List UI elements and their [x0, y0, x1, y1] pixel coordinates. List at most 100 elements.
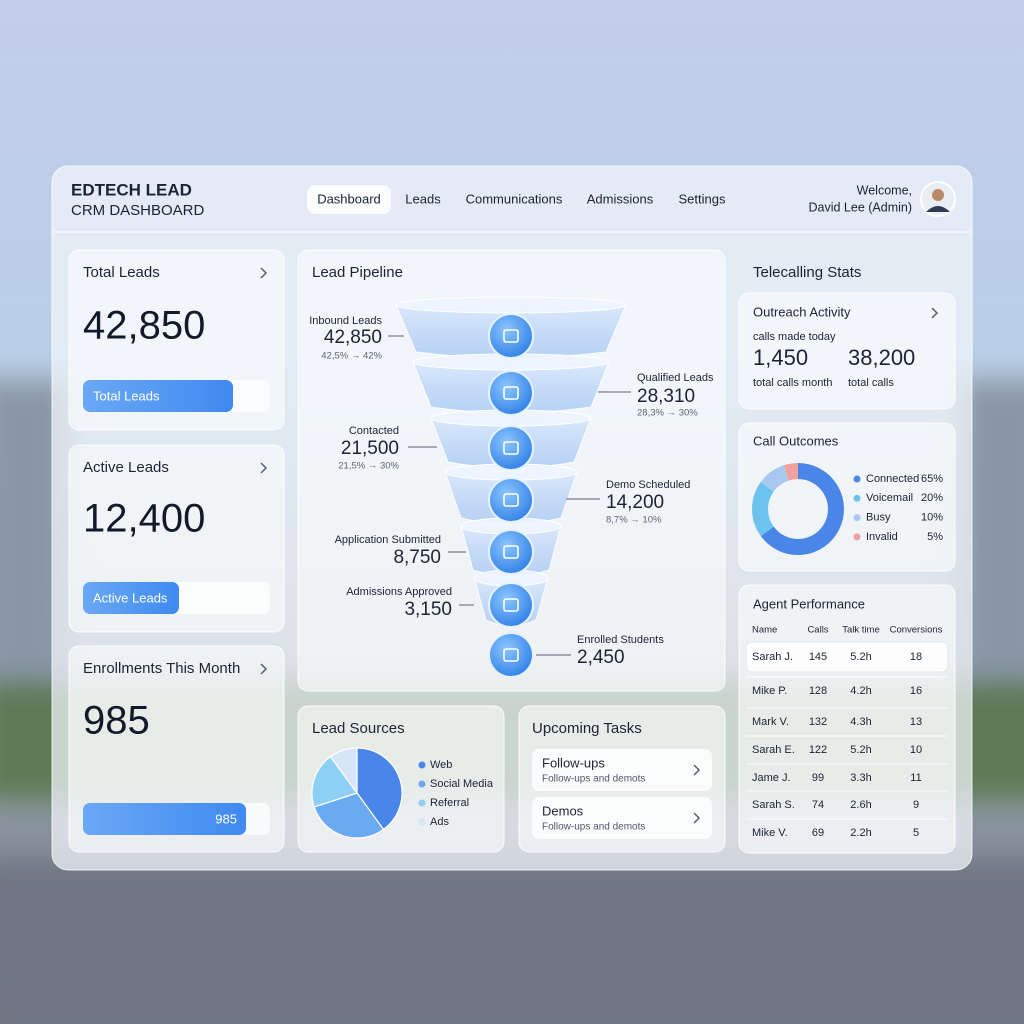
legend-label: Voicemail: [866, 492, 913, 504]
telecalling-title: Telecalling Stats: [753, 264, 861, 281]
table-cell: Sarah S.: [752, 799, 795, 811]
stage-icon: [488, 529, 534, 575]
user-name: David Lee (Admin): [808, 200, 912, 214]
outreach-value: 1,450: [753, 345, 808, 370]
table-header: Talk time: [842, 625, 879, 636]
table-cell: Sarah E.: [752, 744, 795, 756]
outreach-label: total calls: [848, 377, 894, 389]
stage-label: Demo Scheduled: [606, 479, 690, 491]
stage-value: 3,150: [404, 599, 452, 620]
kpi-title: Total Leads: [83, 264, 160, 281]
table-cell: Mark V.: [752, 716, 789, 728]
call-outcomes-title: Call Outcomes: [753, 433, 839, 448]
stage-label: Contacted: [349, 425, 399, 437]
avatar-head: [932, 189, 944, 201]
pie-slice: [311, 755, 358, 808]
progress-label: Active Leads: [93, 590, 168, 605]
nav-item[interactable]: Dashboard: [317, 191, 381, 206]
table-cell: 13: [910, 716, 922, 728]
stage-value: 2,450: [577, 647, 625, 668]
table-cell: 5.2h: [850, 651, 871, 663]
tasks-title: Upcoming Tasks: [532, 720, 642, 737]
stage-label: Qualified Leads: [637, 372, 714, 384]
welcome-text: Welcome,: [857, 183, 912, 197]
table-cell: 9: [913, 799, 919, 811]
legend-value: 65%: [921, 473, 943, 485]
table-cell: 128: [809, 685, 827, 697]
legend-dot: [853, 514, 861, 522]
outreach-label: total calls month: [753, 377, 832, 389]
table-cell: 3.3h: [850, 772, 871, 784]
chevron[interactable]: [693, 812, 701, 824]
stage-rate: 28,3% → 30%: [637, 408, 698, 419]
table-cell: 5.2h: [850, 744, 871, 756]
table-cell: 2.2h: [850, 827, 871, 839]
donut-segment: [760, 463, 844, 555]
stage-label: Application Submitted: [335, 534, 441, 546]
pipeline-title: Lead Pipeline: [312, 264, 403, 281]
legend-value: 20%: [921, 492, 943, 504]
progress-fill: [83, 380, 233, 412]
stage-icon-glyph: [503, 648, 519, 662]
stage-label: Inbound Leads: [309, 315, 382, 327]
progress-label: 985: [215, 811, 237, 826]
table-cell: 18: [910, 651, 922, 663]
stage-value: 28,310: [637, 386, 695, 407]
nav-item[interactable]: Leads: [405, 191, 441, 206]
legend-dot: [418, 799, 426, 807]
stage-value: 21,500: [341, 438, 399, 459]
table-cell: Jame J.: [752, 772, 791, 784]
legend-dot: [853, 533, 861, 541]
donut-segment: [752, 481, 774, 537]
table-cell: Mike V.: [752, 827, 788, 839]
task-item[interactable]: [532, 749, 712, 791]
funnel-layer-top: [395, 296, 627, 314]
task-item[interactable]: [532, 797, 712, 839]
chevron[interactable]: [693, 764, 701, 776]
pie-slice: [329, 747, 358, 795]
app-title: EDTECH LEAD: [71, 180, 192, 199]
donut-segment: [783, 463, 799, 481]
stage-label: Enrolled Students: [577, 634, 664, 646]
nav-active-pill: [307, 185, 391, 214]
outreach-note: calls made today: [753, 331, 836, 343]
kpi-title: Enrollments This Month: [83, 660, 240, 677]
table-cell: 16: [910, 685, 922, 697]
row-highlight: [745, 641, 949, 673]
chevron[interactable]: [931, 307, 939, 319]
stage-label: Admissions Approved: [346, 586, 452, 598]
nav-item[interactable]: Settings: [679, 191, 726, 206]
avatar-body: [926, 206, 950, 212]
call-outcomes-card: [738, 422, 956, 572]
legend-dot: [418, 780, 426, 788]
table-header: Conversions: [890, 625, 943, 636]
chevron[interactable]: [260, 663, 268, 675]
task-subtitle: Follow-ups and demots: [542, 774, 645, 785]
nav-item[interactable]: Admissions: [587, 191, 654, 206]
stage-icon: [488, 425, 534, 471]
legend-value: 10%: [921, 512, 943, 524]
stage-icon: [488, 582, 534, 628]
table-cell: Mike P.: [752, 685, 787, 697]
chevron[interactable]: [260, 462, 268, 474]
table-cell: 4.3h: [850, 716, 871, 728]
chevron[interactable]: [260, 267, 268, 279]
legend-label: Busy: [866, 512, 891, 524]
pie-slice: [356, 747, 403, 831]
table-cell: 69: [812, 827, 824, 839]
stage-icon-glyph: [503, 598, 519, 612]
nav-item[interactable]: Communications: [466, 191, 563, 206]
app-subtitle: CRM DASHBOARD: [71, 202, 205, 219]
legend-dot: [853, 494, 861, 502]
outreach-value: 38,200: [848, 345, 915, 370]
legend-label: Referral: [430, 797, 469, 809]
task-subtitle: Follow-ups and demots: [542, 822, 645, 833]
stage-icon-glyph: [503, 493, 519, 507]
donut-segment: [760, 465, 790, 492]
legend-dot: [418, 761, 426, 769]
task-title: Demos: [542, 803, 584, 818]
legend-label: Web: [430, 759, 452, 771]
kpi-value: 42,850: [83, 304, 205, 348]
